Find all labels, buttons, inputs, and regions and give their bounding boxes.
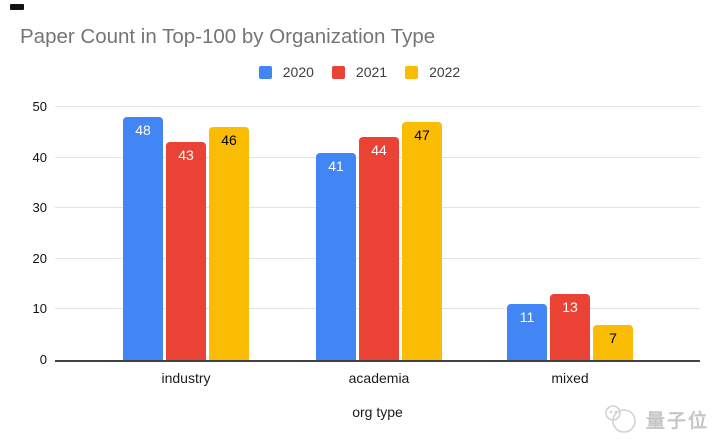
bar-2020-mixed: 11 [507, 304, 547, 360]
chart-title: Paper Count in Top-100 by Organization T… [20, 25, 436, 48]
legend-item-2020: 2020 [258, 64, 314, 80]
watermark: 量子位 [601, 404, 709, 434]
x-axis-category-label: mixed [551, 370, 589, 386]
x-axis-category-label: industry [161, 370, 211, 386]
bar-value-label: 43 [178, 147, 194, 163]
bar-value-label: 7 [609, 330, 617, 346]
legend: 2020 2021 2022 [0, 64, 719, 80]
legend-item-label: 2022 [429, 64, 461, 80]
bar-value-label: 46 [221, 132, 237, 148]
plot-area: 0 10 20 30 40 50 48 43 46 industry 41 44 47 academia 1… [33, 99, 700, 386]
bar-group-industry: 48 43 46 industry [123, 117, 249, 386]
y-axis-tick-label: 50 [32, 99, 47, 114]
bar-2021-academia: 44 [359, 137, 399, 360]
bar-value-label: 48 [135, 122, 151, 138]
legend-item-label: 2021 [355, 64, 388, 80]
bar-2021-mixed: 13 [550, 294, 590, 360]
bar-2022-industry: 46 [209, 127, 249, 360]
bar-2022-academia: 47 [402, 122, 442, 360]
bar-2020-industry: 48 [123, 117, 163, 360]
gridline [55, 106, 700, 107]
bar-value-label: 13 [562, 299, 578, 315]
bar-value-label: 41 [328, 158, 344, 174]
qbitai-logo-icon [605, 405, 636, 433]
bar-2022-mixed: 7 [593, 325, 633, 360]
bar-2020-academia: 41 [316, 153, 356, 360]
legend-swatch-icon [331, 65, 345, 79]
x-axis-title: org type [352, 404, 403, 420]
bar-group-academia: 41 44 47 academia [316, 122, 442, 386]
y-axis-tick-label: 10 [32, 301, 47, 316]
legend-swatch-icon [405, 65, 419, 79]
bar-value-label: 44 [371, 142, 387, 158]
y-axis-tick-label: 0 [39, 352, 47, 367]
bar-value-label: 11 [519, 309, 535, 325]
y-axis-tick-label: 40 [32, 150, 47, 165]
bar-value-label: 47 [414, 127, 430, 143]
corner-mark [10, 4, 24, 10]
legend-item-label: 2020 [282, 64, 314, 80]
watermark-text: 量子位 [645, 410, 709, 432]
bar-group-mixed: 11 13 7 mixed [507, 294, 633, 386]
legend-item-2022: 2022 [405, 64, 460, 80]
bar-2021-industry: 43 [166, 142, 206, 360]
x-axis-category-label: academia [348, 370, 410, 386]
y-axis-tick-label: 20 [32, 251, 47, 266]
legend-item-2021: 2021 [331, 64, 388, 80]
y-axis-tick-label: 30 [32, 200, 47, 215]
legend-swatch-icon [258, 65, 272, 79]
